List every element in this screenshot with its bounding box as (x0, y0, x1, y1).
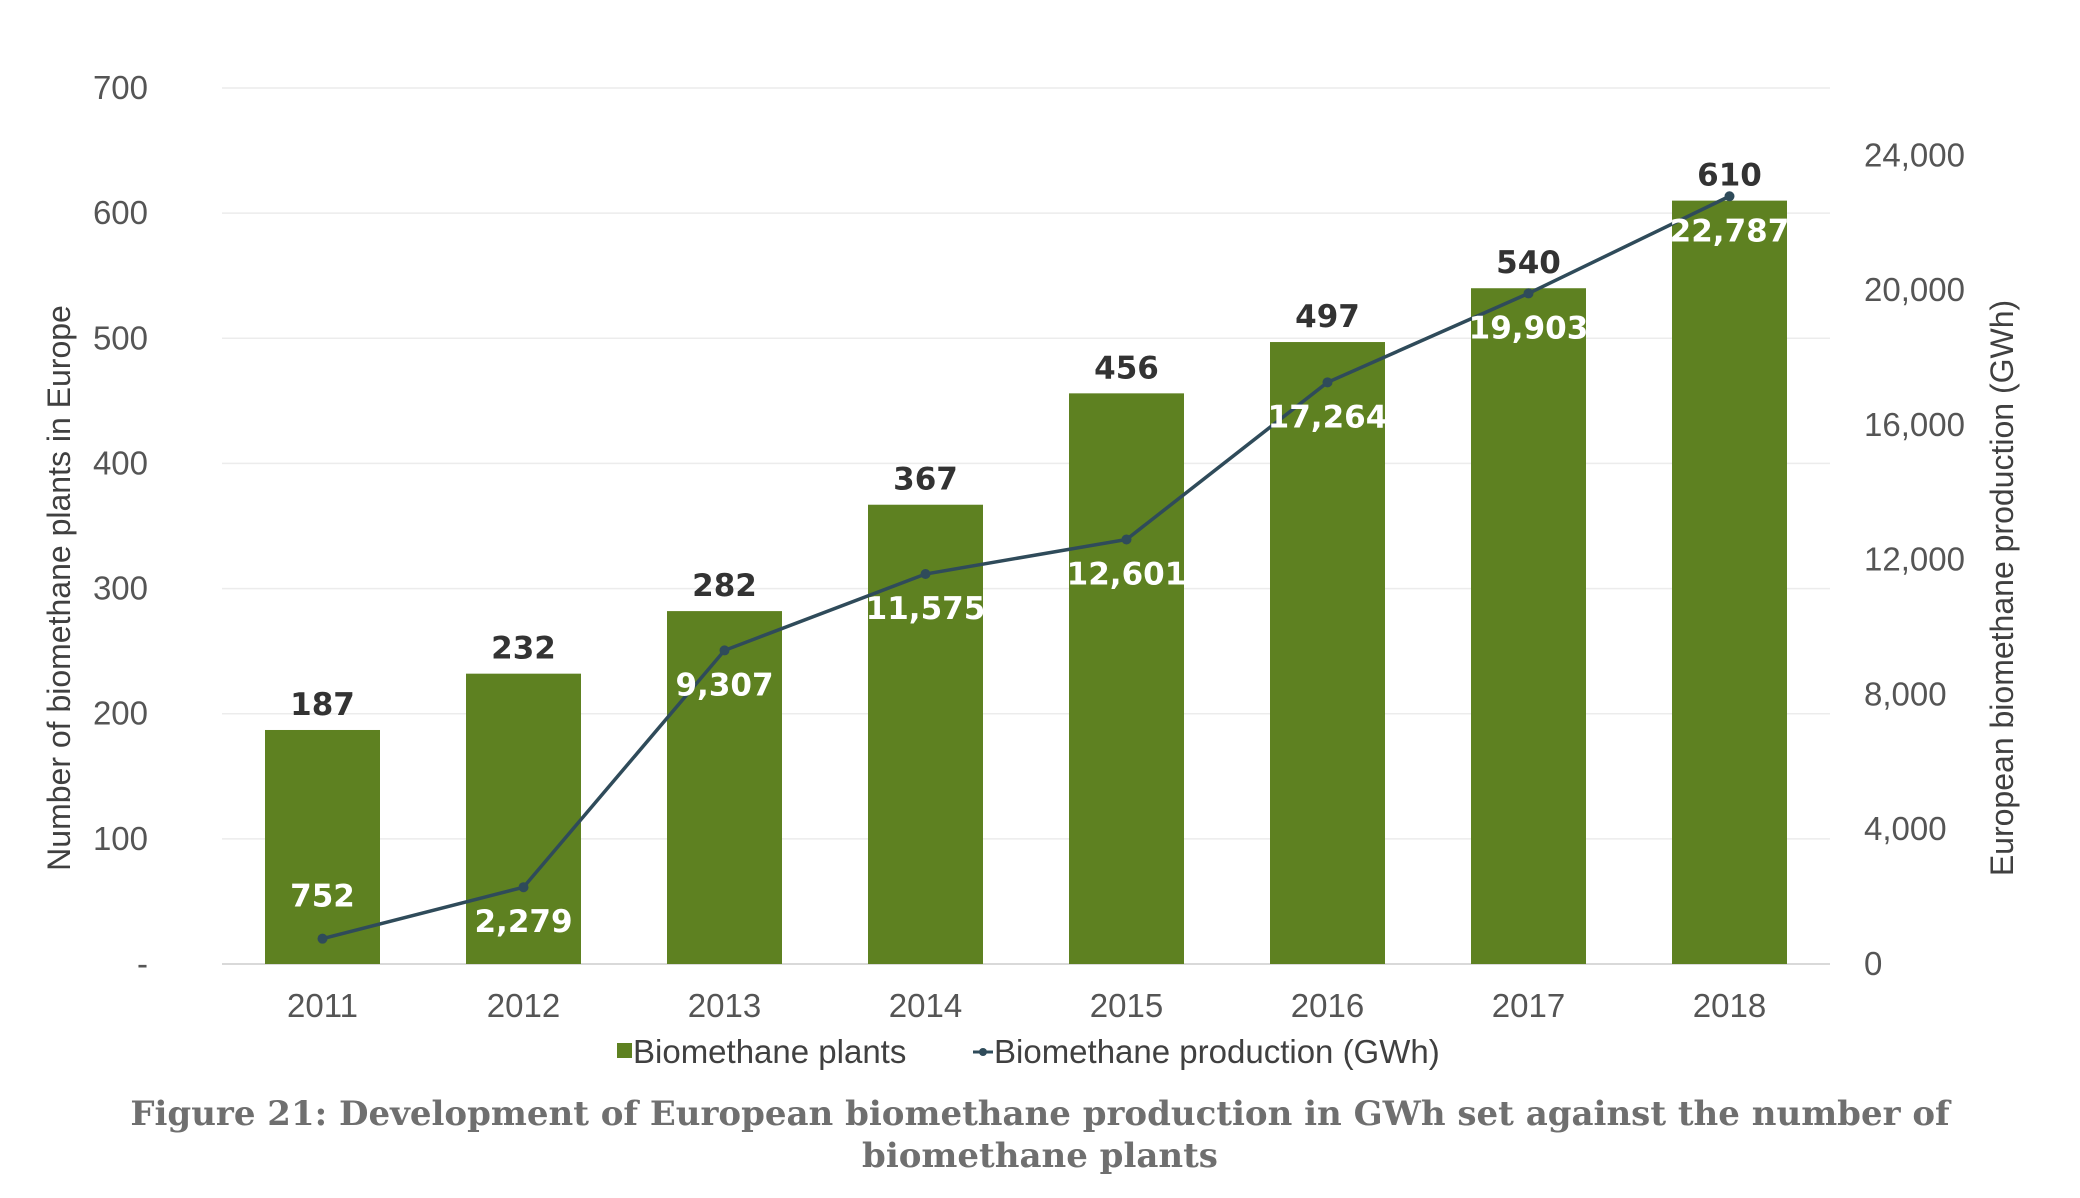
bar (1069, 393, 1184, 964)
y-tick-label-right: 4,000 (1864, 810, 1947, 847)
y-tick-label-left: 200 (93, 695, 148, 732)
y-tick-label-right: 12,000 (1864, 541, 1965, 578)
line-value-label: 22,787 (1670, 213, 1790, 249)
data-labels: 187 232 282 367 456 497 540 610 752 2,279 9,307 11,… (290, 158, 1789, 941)
x-tick-label: 2018 (1693, 987, 1766, 1024)
line-value-label: 9,307 (675, 667, 773, 703)
bar-value-label: 610 (1697, 158, 1762, 194)
production-line (322, 194, 1731, 941)
x-tick-label: 2011 (287, 987, 358, 1024)
y-tick-label-left: 300 (93, 570, 148, 607)
bar (466, 673, 581, 964)
bar-value-label: 232 (491, 631, 556, 667)
x-tick-label: 2015 (1090, 987, 1163, 1024)
y-tick-label-left: 700 (93, 69, 148, 106)
y-tick-label-right: 8,000 (1864, 675, 1947, 712)
line-series-biomethane-production (317, 191, 1735, 944)
line-value-label: 11,575 (866, 591, 986, 627)
y-tick-label-right: 0 (1864, 945, 1882, 982)
x-tick-label: 2014 (889, 987, 962, 1024)
line-point (1121, 534, 1132, 545)
line-value-label: 752 (290, 879, 355, 915)
line-value-label: 17,264 (1268, 399, 1388, 435)
bar (1471, 288, 1586, 964)
axes: - 100 200 300 400 500 600 700 0 4,000 8,000 12,000 1… (93, 69, 1965, 1024)
figure-caption: Figure 21: Development of European biome… (0, 1093, 2080, 1177)
bar-value-label: 456 (1094, 350, 1159, 386)
line-point (1523, 288, 1534, 299)
gridlines (222, 87, 1830, 965)
y-tick-label-left: 400 (93, 444, 148, 481)
bar (667, 611, 782, 964)
line-value-label: 19,903 (1469, 310, 1589, 346)
bar (1672, 200, 1787, 965)
legend-swatch-biomethane-plants (617, 1043, 632, 1058)
line-point (317, 933, 328, 944)
line-point (719, 645, 730, 656)
legend-label-biomethane-production: Biomethane production (GWh) (994, 1033, 1440, 1070)
bar-value-label: 367 (893, 462, 958, 498)
y-axis-title-left: Number of biomethane plants in Europe (41, 305, 77, 871)
bar-value-label: 187 (290, 687, 355, 723)
bar-value-label: 540 (1496, 245, 1561, 281)
line-point (920, 569, 931, 580)
legend-label-biomethane-plants: Biomethane plants (633, 1033, 906, 1070)
line-value-label: 12,601 (1067, 556, 1187, 592)
y-tick-label-right: 20,000 (1864, 271, 1965, 308)
x-tick-label: 2017 (1492, 987, 1565, 1024)
y-tick-label-right: 16,000 (1864, 406, 1965, 443)
x-tick-label: 2016 (1291, 987, 1364, 1024)
line-point (1322, 377, 1333, 388)
line-point (1724, 191, 1735, 202)
x-tick-label: 2012 (487, 987, 560, 1024)
y-tick-label-left: 500 (93, 319, 148, 356)
bar-value-label: 497 (1295, 299, 1360, 335)
line-value-label: 2,279 (474, 904, 572, 940)
bar (1270, 342, 1385, 964)
y-tick-label-right: 24,000 (1864, 136, 1965, 173)
bar (868, 504, 983, 964)
figure-caption-line-1: Figure 21: Development of European biome… (130, 1094, 1950, 1134)
bar-value-label: 282 (692, 568, 757, 604)
y-axis-title-right: European biomethane production (GWh) (1984, 300, 2020, 876)
y-tick-label-left: 600 (93, 194, 148, 231)
bar-series-biomethane-plants (265, 200, 1787, 965)
y-tick-label-left: - (137, 945, 148, 982)
y-tick-label-left: 100 (93, 820, 148, 857)
bar (265, 729, 380, 964)
legend: Biomethane plants Biomethane production … (617, 1033, 1440, 1070)
line-point (518, 882, 529, 893)
figure-caption-line-2: biomethane plants (862, 1136, 1218, 1176)
x-tick-label: 2013 (688, 987, 761, 1024)
legend-swatch-marker-biomethane-production (979, 1048, 987, 1056)
